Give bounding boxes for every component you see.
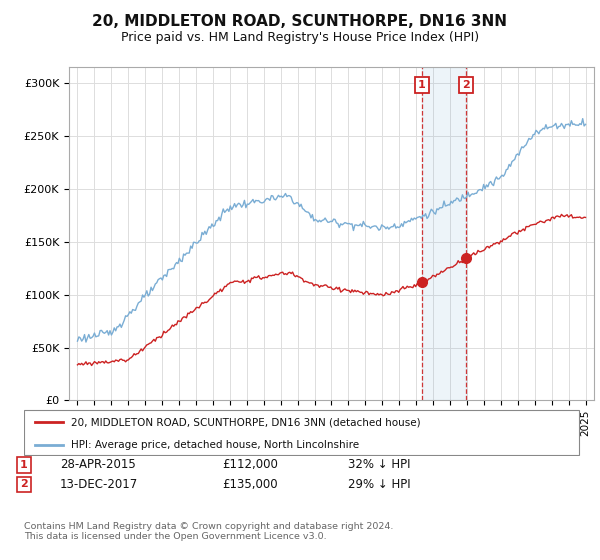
Text: 2: 2 bbox=[462, 80, 470, 90]
Text: 2: 2 bbox=[20, 479, 28, 489]
Text: £135,000: £135,000 bbox=[222, 478, 278, 491]
Text: 13-DEC-2017: 13-DEC-2017 bbox=[60, 478, 138, 491]
Text: 1: 1 bbox=[20, 460, 28, 470]
Text: Price paid vs. HM Land Registry's House Price Index (HPI): Price paid vs. HM Land Registry's House … bbox=[121, 31, 479, 44]
Text: 20, MIDDLETON ROAD, SCUNTHORPE, DN16 3NN: 20, MIDDLETON ROAD, SCUNTHORPE, DN16 3NN bbox=[92, 14, 508, 29]
Text: 1: 1 bbox=[418, 80, 425, 90]
Text: HPI: Average price, detached house, North Lincolnshire: HPI: Average price, detached house, Nort… bbox=[71, 440, 359, 450]
Text: £112,000: £112,000 bbox=[222, 458, 278, 472]
Text: 20, MIDDLETON ROAD, SCUNTHORPE, DN16 3NN (detached house): 20, MIDDLETON ROAD, SCUNTHORPE, DN16 3NN… bbox=[71, 417, 421, 427]
FancyBboxPatch shape bbox=[24, 410, 579, 455]
Text: 32% ↓ HPI: 32% ↓ HPI bbox=[348, 458, 410, 472]
Text: 29% ↓ HPI: 29% ↓ HPI bbox=[348, 478, 410, 491]
Text: Contains HM Land Registry data © Crown copyright and database right 2024.
This d: Contains HM Land Registry data © Crown c… bbox=[24, 522, 394, 542]
Text: 28-APR-2015: 28-APR-2015 bbox=[60, 458, 136, 472]
Bar bbox=[422, 67, 466, 400]
